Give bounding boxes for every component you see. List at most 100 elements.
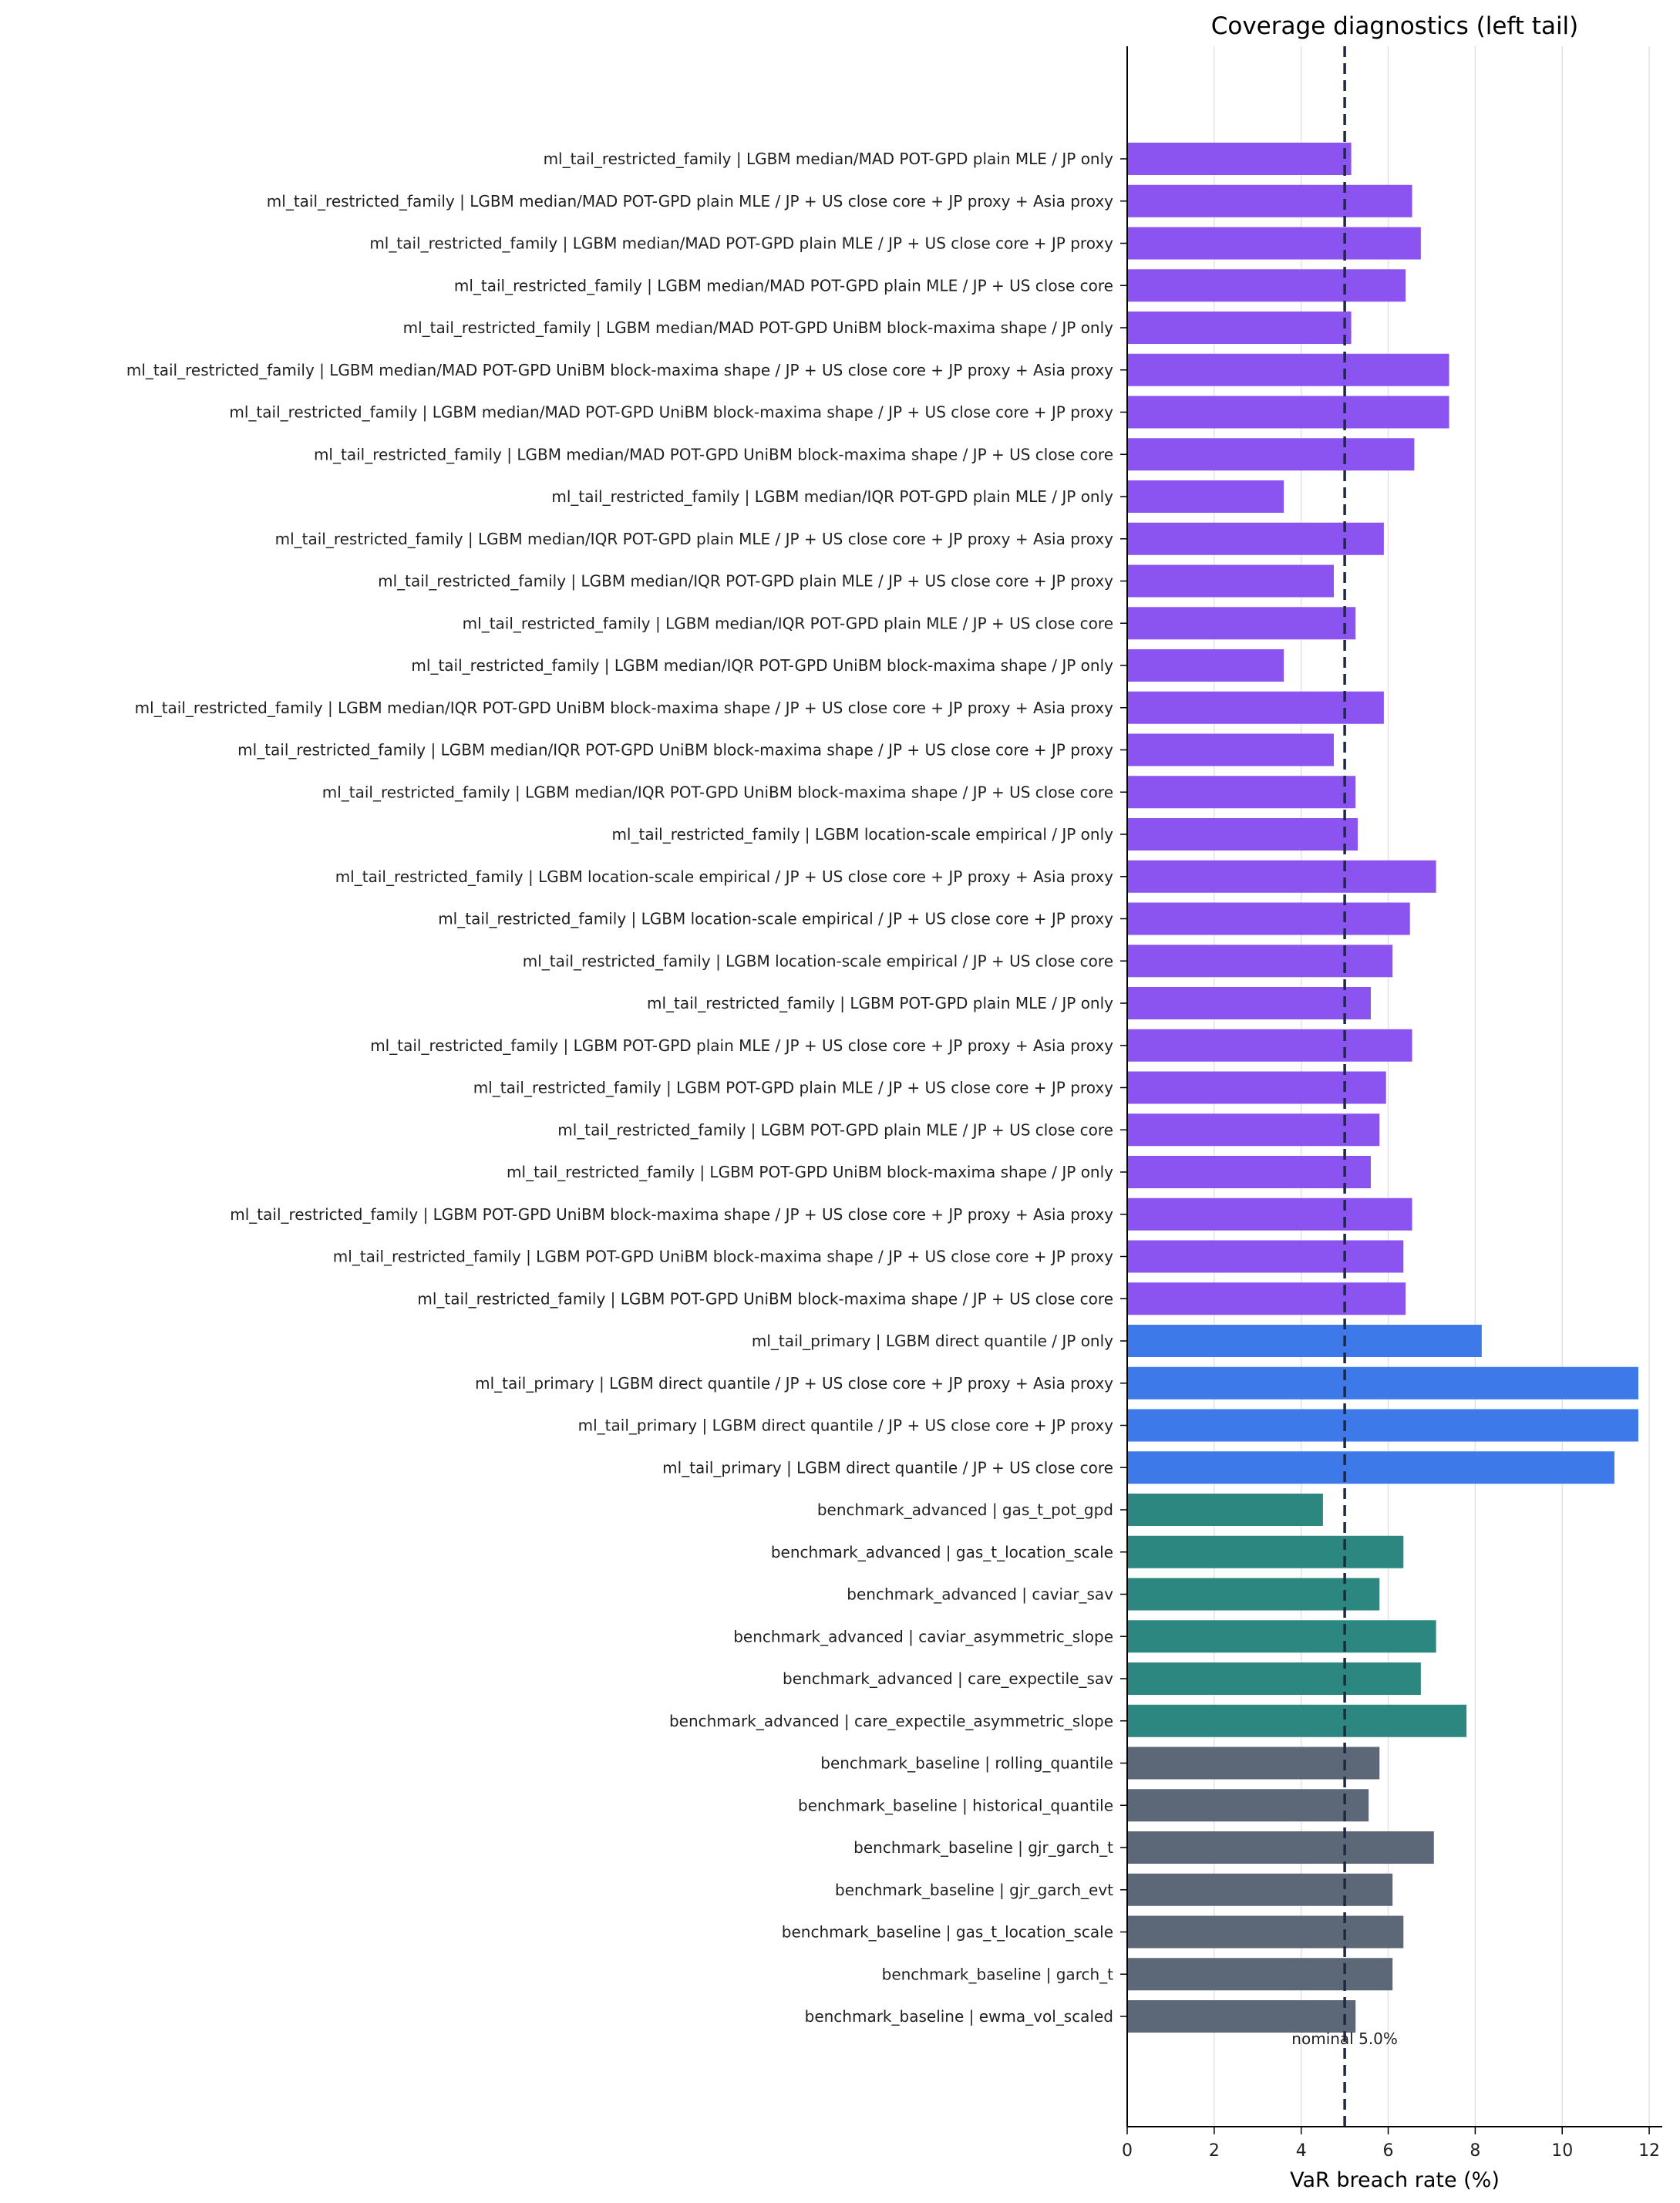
x-tick-label: 2 (1209, 2141, 1220, 2161)
category-label: ml_tail_restricted_family | LGBM locatio… (523, 952, 1113, 970)
category-label: ml_tail_restricted_family | LGBM locatio… (438, 910, 1113, 928)
bar (1127, 1535, 1404, 1568)
category-label: benchmark_baseline | gjr_garch_t (853, 1838, 1113, 1857)
category-label: ml_tail_restricted_family | LGBM median/… (551, 487, 1113, 506)
bar (1127, 312, 1352, 344)
category-label: ml_tail_restricted_family | LGBM POT-GPD… (370, 1036, 1113, 1055)
x-tick-label: 8 (1470, 2141, 1480, 2161)
category-label: ml_tail_restricted_family | LGBM median/… (126, 361, 1113, 379)
category-label: ml_tail_restricted_family | LGBM locatio… (335, 867, 1113, 886)
bar (1127, 143, 1352, 175)
category-label: benchmark_advanced | care_expectile_sav (783, 1669, 1113, 1688)
category-label: ml_tail_restricted_family | LGBM median/… (229, 403, 1113, 422)
bars (1127, 143, 1638, 2033)
bar (1127, 269, 1406, 302)
reference-line-group: nominal 5.0% (1291, 46, 1398, 2127)
bar (1127, 1704, 1467, 1737)
bar (1127, 1873, 1393, 1906)
bar (1127, 1198, 1412, 1231)
category-label: ml_tail_restricted_family | LGBM median/… (237, 741, 1113, 760)
category-label: ml_tail_restricted_family | LGBM POT-GPD… (230, 1205, 1113, 1224)
bar (1127, 396, 1449, 429)
x-tick-label: 10 (1551, 2141, 1573, 2161)
category-label: ml_tail_restricted_family | LGBM median/… (322, 783, 1113, 801)
category-label: ml_tail_restricted_family | LGBM POT-GPD… (647, 994, 1113, 1012)
category-label: ml_tail_restricted_family | LGBM median/… (403, 318, 1114, 337)
category-label: benchmark_baseline | gas_t_location_scal… (782, 1923, 1113, 1942)
bar (1127, 1071, 1386, 1104)
category-label: benchmark_baseline | historical_quantile (798, 1796, 1113, 1814)
category-label: ml_tail_restricted_family | LGBM median/… (275, 530, 1114, 548)
bar (1127, 945, 1393, 978)
bar (1127, 1366, 1638, 1400)
bar (1127, 733, 1335, 766)
chart-title: Coverage diagnostics (left tail) (1211, 12, 1579, 40)
bar (1127, 860, 1436, 893)
category-label: benchmark_baseline | garch_t (882, 1965, 1114, 1983)
category-label: benchmark_advanced | gas_t_pot_gpd (817, 1501, 1113, 1519)
category-label: ml_tail_restricted_family | LGBM median/… (454, 276, 1113, 295)
bar (1127, 1662, 1421, 1695)
category-label: benchmark_baseline | gjr_garch_evt (835, 1881, 1113, 1899)
category-label: benchmark_baseline | rolling_quantile (820, 1754, 1113, 1773)
bar (1127, 1029, 1412, 1062)
bar (1127, 353, 1449, 386)
category-label: ml_tail_primary | LGBM direct quantile /… (475, 1374, 1113, 1393)
category-label: ml_tail_primary | LGBM direct quantile /… (578, 1416, 1114, 1435)
category-label: ml_tail_restricted_family | LGBM median/… (369, 234, 1113, 253)
bar (1127, 1620, 1436, 1653)
category-label: ml_tail_restricted_family | LGBM median/… (267, 192, 1113, 211)
bar (1127, 987, 1371, 1019)
bar (1127, 1156, 1371, 1188)
bar (1127, 1789, 1369, 1822)
category-label: ml_tail_restricted_family | LGBM POT-GPD… (507, 1163, 1113, 1181)
bar (1127, 1240, 1404, 1273)
x-axis-title: VaR breach rate (%) (1290, 2168, 1500, 2192)
category-label: ml_tail_restricted_family | LGBM median/… (314, 445, 1113, 463)
x-tick-label: 6 (1383, 2141, 1394, 2161)
bar (1127, 1915, 1404, 1949)
bar (1127, 564, 1335, 598)
bar (1127, 1325, 1482, 1357)
bar (1127, 227, 1421, 260)
bar (1127, 1494, 1323, 1526)
bar (1127, 1831, 1434, 1864)
category-label: ml_tail_restricted_family | LGBM locatio… (611, 825, 1113, 844)
nominal-reference-label: nominal 5.0% (1291, 2030, 1398, 2048)
category-label: ml_tail_restricted_family | LGBM median/… (135, 699, 1114, 717)
bar (1127, 184, 1412, 217)
bar (1127, 1113, 1380, 1147)
bar (1127, 2000, 1356, 2033)
category-label: ml_tail_primary | LGBM direct quantile /… (752, 1332, 1113, 1350)
bar (1127, 480, 1284, 513)
x-tick-label: 0 (1122, 2141, 1133, 2161)
bar (1127, 776, 1356, 809)
category-label: benchmark_advanced | caviar_sav (847, 1585, 1113, 1604)
bar (1127, 607, 1356, 640)
x-tick-label: 12 (1638, 2141, 1660, 2161)
category-label: benchmark_advanced | caviar_asymmetric_s… (733, 1627, 1113, 1646)
category-label: ml_tail_restricted_family | LGBM POT-GPD… (417, 1289, 1113, 1308)
bar (1127, 1409, 1638, 1442)
bar (1127, 1958, 1393, 1991)
bar (1127, 522, 1384, 555)
x-axis-ticks: 0 2 4 6 8 10 12 (1122, 2127, 1660, 2161)
x-tick-label: 4 (1296, 2141, 1307, 2161)
bar (1127, 1451, 1614, 1484)
axes (1126, 46, 1662, 2127)
bar (1127, 818, 1358, 851)
bar (1127, 649, 1284, 682)
bar (1127, 1578, 1380, 1611)
category-label: benchmark_advanced | care_expectile_asym… (669, 1712, 1113, 1730)
bar (1127, 691, 1384, 724)
category-label: benchmark_baseline | ewma_vol_scaled (805, 2007, 1113, 2026)
bar (1127, 1747, 1380, 1780)
category-label: ml_tail_restricted_family | LGBM median/… (544, 150, 1114, 168)
category-label: ml_tail_restricted_family | LGBM median/… (463, 614, 1113, 632)
category-label: ml_tail_restricted_family | LGBM median/… (378, 572, 1113, 591)
bar (1127, 438, 1415, 471)
category-labels: ml_tail_restricted_family | LGBM median/… (126, 150, 1127, 2026)
bar (1127, 902, 1410, 935)
category-label: ml_tail_restricted_family | LGBM POT-GPD… (473, 1079, 1113, 1097)
